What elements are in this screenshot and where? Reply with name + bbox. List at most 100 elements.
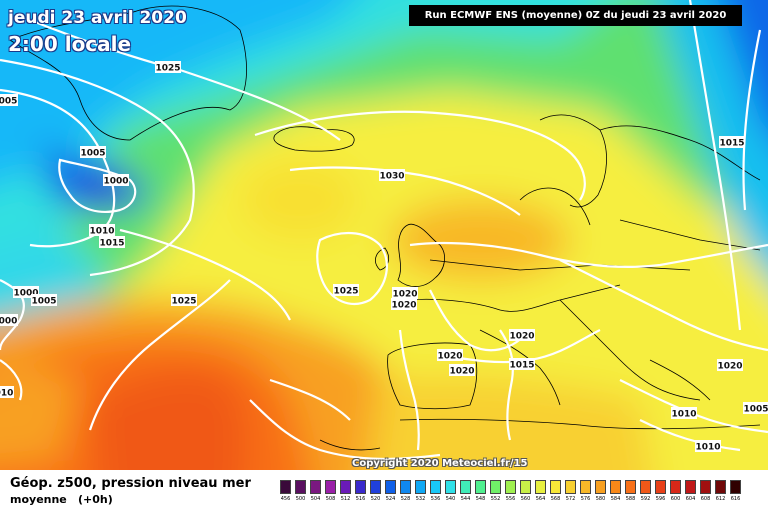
map-date: jeudi 23 avril 2020 <box>8 8 187 28</box>
isobar-label: 1000 <box>103 177 128 187</box>
isobar-label: 1020 <box>449 367 474 377</box>
legend-label: 608 <box>700 496 711 502</box>
isobar-label: 1020 <box>392 290 417 300</box>
legend-swatch <box>730 480 741 494</box>
legend-swatch <box>625 480 636 494</box>
isobar-label: 1020 <box>391 301 416 311</box>
isobar-label: 1005 <box>31 297 56 307</box>
legend-label: 592 <box>640 496 651 502</box>
isobar-label-bg <box>89 224 115 236</box>
isobar-label-bg <box>743 402 768 414</box>
isobar-label-bg <box>0 314 18 326</box>
footer: Géop. z500, pression niveau mer moyenne … <box>0 470 768 512</box>
isobar-label: 1025 <box>333 287 358 297</box>
legend-label: 532 <box>415 496 426 502</box>
legend-label: 596 <box>655 496 666 502</box>
isobar-label: 1025 <box>171 297 196 307</box>
isobar-label: 1020 <box>717 362 742 372</box>
legend-label: 504 <box>310 496 321 502</box>
lead-time: (+0h) <box>78 493 113 506</box>
legend-label: 556 <box>505 496 516 502</box>
legend-swatch <box>565 480 576 494</box>
legend-label: 500 <box>295 496 306 502</box>
legend-label: 568 <box>550 496 561 502</box>
chart-title: Géop. z500, pression niveau mer <box>10 476 251 491</box>
legend-swatch <box>700 480 711 494</box>
legend-swatch <box>580 480 591 494</box>
isobar-label: 1005 <box>743 405 768 415</box>
legend-swatch <box>550 480 561 494</box>
isobar-label: 1020 <box>509 332 534 342</box>
isobar-label: 1015 <box>99 239 124 249</box>
isobar-label-bg <box>509 329 535 341</box>
legend-label: 612 <box>715 496 726 502</box>
isobar-labels: 1025005100510001010101510001005000102510… <box>0 61 768 453</box>
isobar-label-bg <box>671 407 697 419</box>
legend-label: 528 <box>400 496 411 502</box>
isobar-label-bg <box>155 61 181 73</box>
legend-swatch <box>280 480 291 494</box>
geopotential-field <box>0 0 768 470</box>
legend-label: 544 <box>460 496 471 502</box>
legend-swatch <box>460 480 471 494</box>
isobar-label: 1005 <box>80 149 105 159</box>
isobar-label: 1015 <box>509 361 534 371</box>
isobar-label: 1010 <box>89 227 114 237</box>
legend-label: 540 <box>445 496 456 502</box>
isobar-label-bg <box>449 364 475 376</box>
legend-swatch <box>385 480 396 494</box>
legend-label: 548 <box>475 496 486 502</box>
isobars <box>0 0 768 459</box>
legend-label: 536 <box>430 496 441 502</box>
legend-label: 600 <box>670 496 681 502</box>
legend-swatch <box>715 480 726 494</box>
legend-label: 552 <box>490 496 501 502</box>
isobar-label-bg <box>31 294 57 306</box>
legend-swatch <box>535 480 546 494</box>
legend-swatch <box>670 480 681 494</box>
legend-swatch <box>475 480 486 494</box>
legend-swatch <box>520 480 531 494</box>
isobar-label-bg <box>333 284 359 296</box>
isobar-label-bg <box>695 440 721 452</box>
legend-swatch <box>430 480 441 494</box>
isobar-label-bg <box>171 294 197 306</box>
isobar-label: 005 <box>0 97 17 107</box>
legend-label: 456 <box>280 496 291 502</box>
copyright-notice: Copyright 2020 Meteociel.fr/15 <box>352 458 528 469</box>
legend-label: 516 <box>355 496 366 502</box>
run-info-box: Run ECMWF ENS (moyenne) 0Z du jeudi 23 a… <box>409 5 742 26</box>
isobar-label: 1015 <box>719 139 744 149</box>
isobar-label-bg <box>391 298 417 310</box>
isobar-label-bg <box>717 359 743 371</box>
isobar-label-bg <box>509 358 535 370</box>
legend-swatch <box>355 480 366 494</box>
isobar-label: 1000 <box>13 289 38 299</box>
legend-label: 512 <box>340 496 351 502</box>
legend-label: 520 <box>370 496 381 502</box>
isobar-label: 1030 <box>379 172 404 182</box>
isobar-label: 000 <box>0 317 17 327</box>
legend-swatch <box>340 480 351 494</box>
legend-swatch <box>490 480 501 494</box>
legend-label: 564 <box>535 496 546 502</box>
isobar-label: 010 <box>0 389 13 399</box>
isobar-label: 1020 <box>437 352 462 362</box>
legend-swatch <box>595 480 606 494</box>
map-time: 2:00 locale <box>8 32 132 56</box>
legend-label: 576 <box>580 496 591 502</box>
legend-swatch <box>610 480 621 494</box>
isobar-label-bg <box>719 136 745 148</box>
legend-swatch <box>685 480 696 494</box>
isobar-label: 1010 <box>671 410 696 420</box>
legend-label: 524 <box>385 496 396 502</box>
legend-swatch <box>655 480 666 494</box>
coastlines <box>9 5 761 451</box>
legend-swatch <box>415 480 426 494</box>
isobar-label-bg <box>0 94 18 106</box>
legend-swatch <box>370 480 381 494</box>
weather-map: 1025005100510001010101510001005000102510… <box>0 0 768 470</box>
isobar-label-bg <box>0 386 14 398</box>
isobar-label-bg <box>379 169 405 181</box>
